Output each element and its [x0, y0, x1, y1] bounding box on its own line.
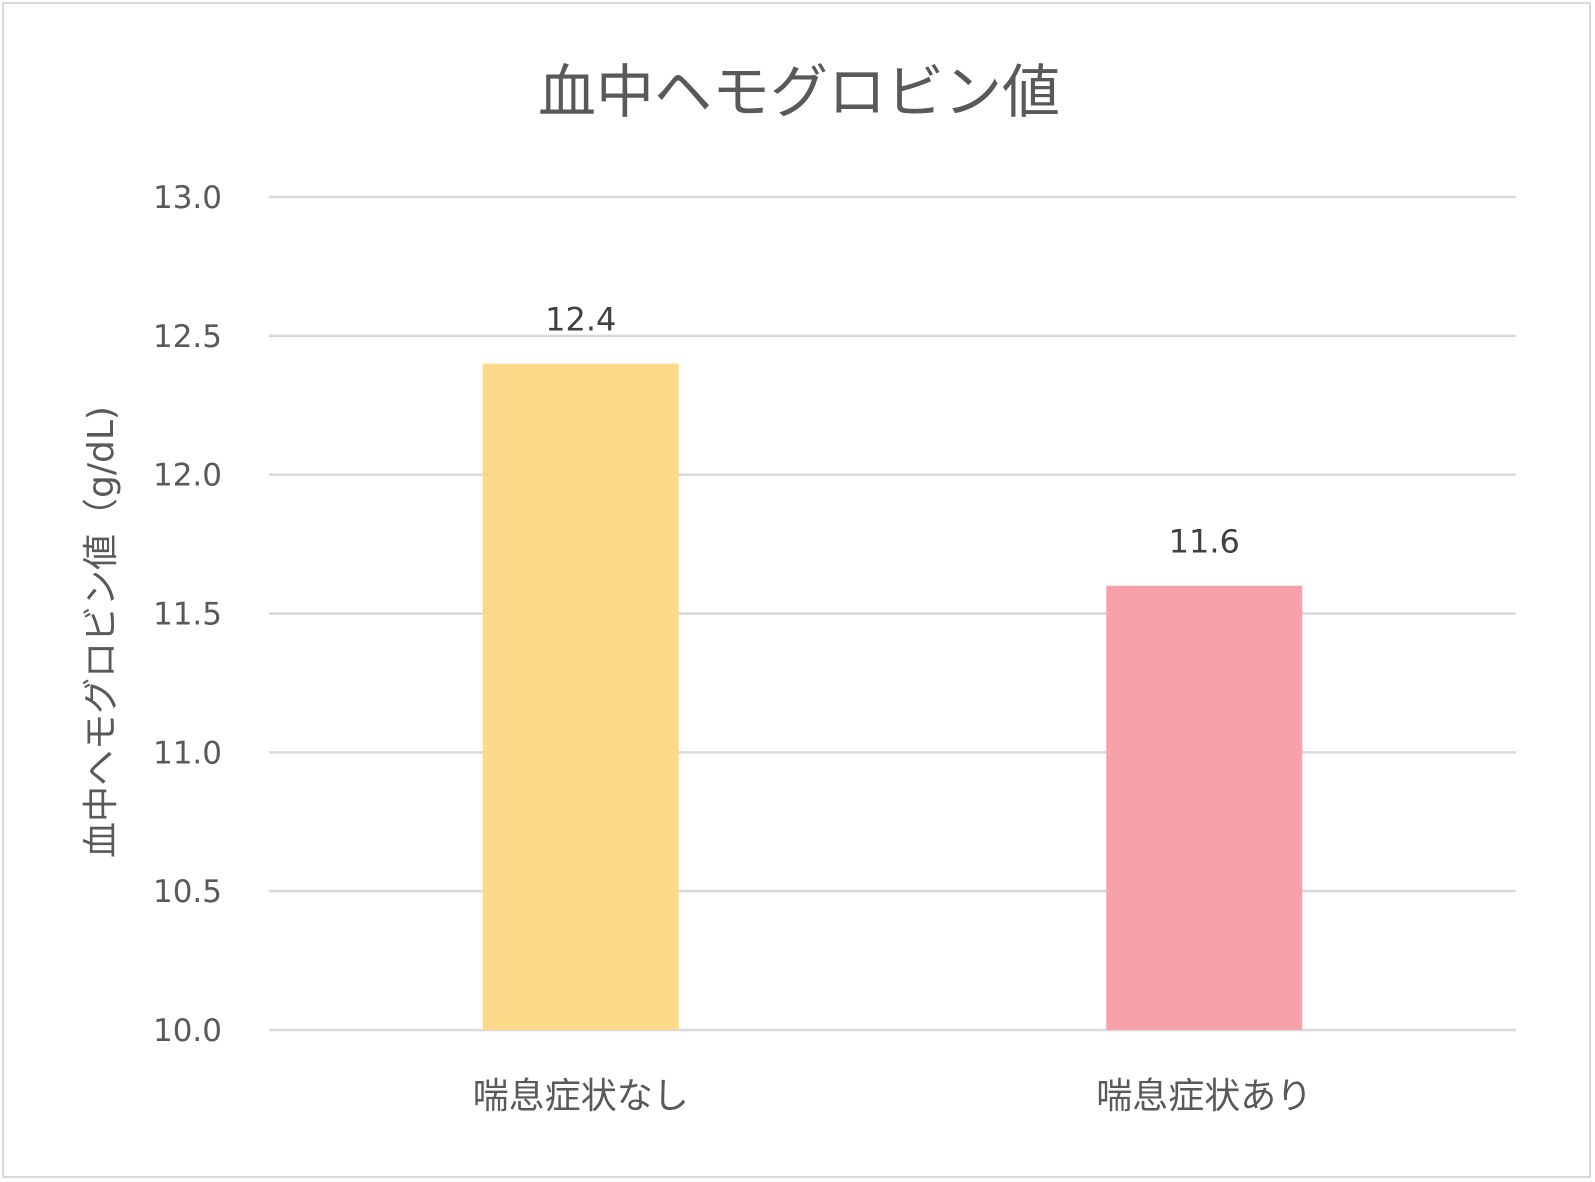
gridlines: [269, 195, 1516, 1032]
y-axis-label: 血中ヘモグロビン値（g/dL): [81, 406, 122, 858]
y-tick-label: 10.5: [153, 874, 222, 910]
data-labels: 12.4 11.6: [545, 301, 1240, 561]
y-tick-label: 11.5: [153, 597, 222, 633]
chart-title: 血中ヘモグロビン値: [538, 58, 1060, 126]
y-tick-label: 12.5: [153, 319, 222, 355]
bar-2: [1106, 585, 1303, 1030]
x-axis-categories: 喘息症状なし 喘息症状あり: [473, 1076, 1313, 1117]
y-axis-ticks: 10.0 10.5 11.0 11.5 12.0 12.5 13.0: [153, 180, 222, 1049]
bar-chart: 血中ヘモグロビン値 10.0 10.5 11.0 11.5 12.0 12.5 13.0 1…: [81, 58, 1516, 1117]
x-category-label: 喘息症状あり: [1096, 1076, 1312, 1117]
bar-1: [482, 363, 679, 1031]
data-label: 12.4: [545, 301, 616, 339]
data-label: 11.6: [1169, 523, 1240, 561]
bars: [482, 363, 1303, 1031]
x-category-label: 喘息症状なし: [473, 1076, 689, 1117]
y-tick-label: 13.0: [153, 180, 222, 216]
y-tick-label: 11.0: [153, 735, 222, 771]
y-tick-label: 12.0: [153, 458, 222, 494]
y-tick-label: 10.0: [153, 1013, 222, 1049]
